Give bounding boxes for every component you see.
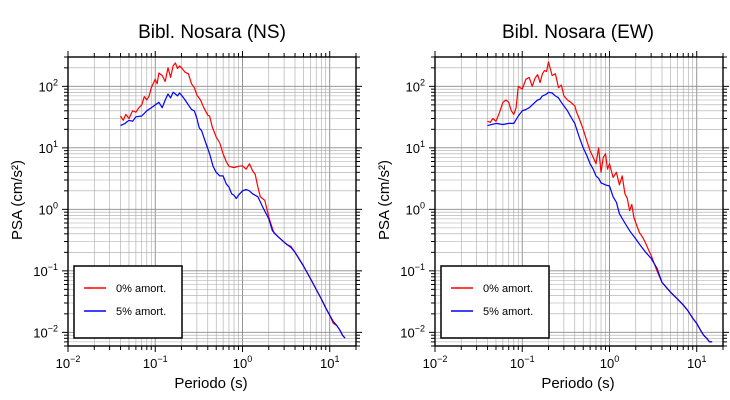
x-tick-label: 10−2 [423,354,448,371]
legend: 0% amort. 5% amort. [73,265,183,339]
y-axis-label: PSA (cm/s²) [376,160,393,240]
y-axis-label: PSA (cm/s²) [9,160,26,240]
y-tick-labels: 10−2 10−1 100 101 102 [400,77,425,340]
legend-label-1: 5% amort. [116,306,166,318]
y-tick-label: 102 [39,77,58,94]
y-tick-label: 10−1 [400,262,425,279]
y-tick-label: 101 [39,139,58,156]
plot-frame [67,56,357,347]
legend-label-0: 0% amort. [116,283,166,295]
x-axis-label: Periodo (s) [174,375,247,392]
y-tick-label: 102 [406,77,425,94]
y-tick-label: 100 [39,200,58,217]
plot-frame [434,56,724,347]
y-tick-label: 100 [406,200,425,217]
y-tick-label: 101 [406,139,425,156]
series-line-1 [487,91,713,343]
chart-title: Bibl. Nosara (NS) [138,22,286,43]
legend-box [440,265,550,339]
y-tick-label: 10−2 [400,323,425,340]
series-group [119,62,346,339]
legend-label-0: 0% amort. [483,283,533,295]
axes [429,51,729,352]
legend-box [73,265,183,339]
x-tick-label: 10−1 [510,354,535,371]
axes [62,51,362,352]
y-tick-label: 10−1 [33,262,58,279]
legend-label-1: 5% amort. [483,306,533,318]
panel-ns: Bibl. Nosara (NS) 10−2 10−1 100 101 10−210−… [9,22,362,392]
y-tick-label: 10−2 [33,323,58,340]
panel-ew: Bibl. Nosara (EW) 10−2 10−1 100 101 10−210−… [376,22,729,392]
y-tick-labels: 10−2 10−1 100 101 102 [33,77,58,340]
series-line-1 [120,91,346,339]
grid [67,56,357,347]
x-tick-label: 100 [233,354,252,371]
series-line-0 [487,61,713,343]
x-tick-label: 100 [600,354,619,371]
legend: 0% amort. 5% amort. [440,265,550,339]
series-group [487,61,713,343]
x-tick-label: 101 [320,354,339,371]
x-tick-labels: 10−2 10−1 100 101 [56,354,340,371]
x-tick-label: 10−1 [143,354,168,371]
chart-title: Bibl. Nosara (EW) [502,22,654,43]
x-tick-label: 10−2 [56,354,81,371]
x-tick-labels: 10−2 10−1 100 101 [423,354,707,371]
x-tick-label: 101 [687,354,706,371]
x-axis-label: Periodo (s) [541,375,614,392]
